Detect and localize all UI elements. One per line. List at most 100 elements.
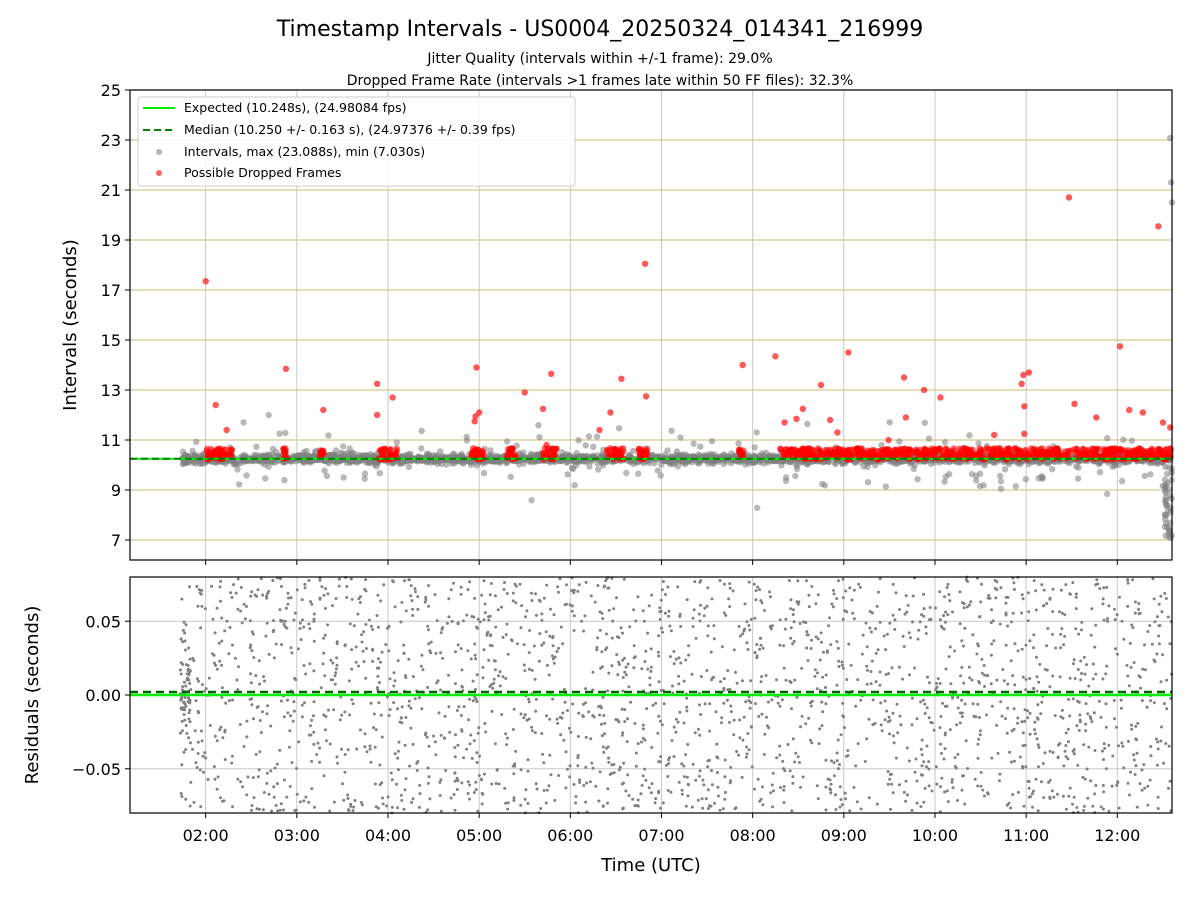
- residual-point: [760, 644, 763, 647]
- residual-point: [236, 688, 239, 691]
- residual-point: [938, 590, 941, 593]
- dropped-frame-point: [283, 448, 289, 454]
- residual-point: [400, 794, 403, 797]
- residual-point: [1084, 723, 1087, 726]
- residual-point: [627, 685, 630, 688]
- interval-point: [966, 432, 972, 438]
- residual-point: [310, 787, 313, 790]
- residual-point: [384, 643, 387, 646]
- residual-point: [474, 657, 477, 660]
- residual-point: [841, 661, 844, 664]
- residual-point: [1126, 605, 1129, 608]
- residual-point: [648, 676, 651, 679]
- residual-point: [659, 720, 662, 723]
- residual-point: [633, 656, 636, 659]
- dropped-frame-outlier: [1093, 414, 1099, 420]
- residual-point: [735, 750, 738, 753]
- residual-point: [474, 654, 477, 657]
- residual-point: [264, 635, 267, 638]
- residual-point: [906, 793, 909, 796]
- residual-point: [526, 719, 529, 722]
- residual-point: [911, 621, 914, 624]
- residual-point: [376, 667, 379, 670]
- residual-point: [185, 732, 188, 735]
- residual-point: [408, 765, 411, 768]
- interval-point: [1104, 435, 1110, 441]
- residual-point: [693, 608, 696, 611]
- residual-point: [767, 701, 770, 704]
- residual-point: [326, 592, 329, 595]
- residual-point: [573, 589, 576, 592]
- dropped-frame-outlier: [1026, 369, 1032, 375]
- residual-point: [658, 680, 661, 683]
- residual-point: [284, 620, 287, 623]
- residual-point: [523, 643, 526, 646]
- dropped-frame-outlier: [781, 419, 787, 425]
- interval-point: [754, 505, 760, 511]
- residual-point: [781, 760, 784, 763]
- residual-point: [293, 710, 296, 713]
- residual-point: [1143, 787, 1146, 790]
- residual-point: [692, 617, 695, 620]
- residual-point: [527, 802, 530, 805]
- residual-point: [622, 762, 625, 765]
- dropped-frame-outlier: [643, 393, 649, 399]
- residual-point: [760, 713, 763, 716]
- residual-point: [687, 654, 690, 657]
- residual-point: [836, 759, 839, 762]
- residual-point: [403, 652, 406, 655]
- residual-point: [467, 780, 470, 783]
- residual-point: [1032, 790, 1035, 793]
- residual-point: [713, 802, 716, 805]
- residual-point: [313, 806, 316, 809]
- residual-point: [499, 670, 502, 673]
- residual-point: [439, 651, 442, 654]
- residual-point: [513, 796, 516, 799]
- residual-point: [257, 588, 260, 591]
- interval-point: [439, 461, 445, 467]
- residual-point: [365, 647, 368, 650]
- residual-point: [833, 774, 836, 777]
- residual-point: [1035, 778, 1038, 781]
- residual-point: [610, 763, 613, 766]
- residual-point: [1027, 610, 1030, 613]
- residual-point: [1146, 804, 1149, 807]
- residual-point: [584, 801, 587, 804]
- residual-point: [906, 746, 909, 749]
- residual-point: [941, 702, 944, 705]
- residual-point: [531, 729, 534, 732]
- residual-point: [205, 687, 208, 690]
- residual-point: [343, 711, 346, 714]
- residual-point: [535, 614, 538, 617]
- residual-point: [930, 618, 933, 621]
- dropped-frame-point: [991, 447, 997, 453]
- residual-point: [928, 716, 931, 719]
- residual-point: [721, 645, 724, 648]
- residual-point: [377, 626, 380, 629]
- residual-point: [476, 761, 479, 764]
- residual-point: [606, 787, 609, 790]
- interval-point: [1038, 473, 1044, 479]
- residual-point: [590, 594, 593, 597]
- legend-intervals-swatch: [156, 149, 162, 155]
- residual-point: [487, 619, 490, 622]
- residual-point: [483, 579, 486, 582]
- residual-point: [599, 610, 602, 613]
- residual-point: [626, 740, 629, 743]
- residual-point: [533, 645, 536, 648]
- residual-point: [1033, 728, 1036, 731]
- dropped-frame-outlier: [921, 387, 927, 393]
- residual-point: [599, 629, 602, 632]
- residual-point: [589, 737, 592, 740]
- residual-point: [1100, 716, 1103, 719]
- residual-point: [524, 798, 527, 801]
- residual-point: [830, 603, 833, 606]
- residual-point: [590, 762, 593, 765]
- residual-point: [620, 626, 623, 629]
- residual-point: [1089, 779, 1092, 782]
- dropped-frame-point: [945, 448, 951, 454]
- dropped-frame-outlier: [1021, 431, 1027, 437]
- interval-point: [883, 483, 889, 489]
- residual-point: [991, 705, 994, 708]
- residual-point: [737, 754, 740, 757]
